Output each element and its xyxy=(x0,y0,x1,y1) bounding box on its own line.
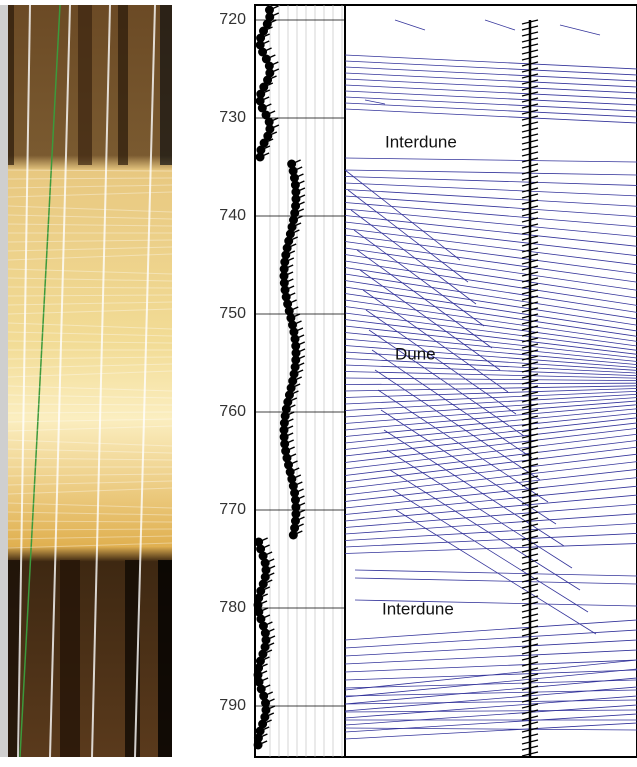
depth-label: 730 xyxy=(219,109,246,126)
image-band xyxy=(78,5,92,165)
image-band xyxy=(8,5,14,165)
depth-label: 750 xyxy=(219,305,246,322)
image-band xyxy=(158,560,172,757)
depth-label: 780 xyxy=(219,599,246,616)
image-band xyxy=(160,5,172,165)
depth-track xyxy=(254,5,345,757)
borehole-image xyxy=(0,5,172,757)
depth-label: 720 xyxy=(219,11,246,28)
dip-panel xyxy=(345,5,637,757)
zone-label: Interdune xyxy=(382,599,454,618)
image-band xyxy=(60,560,80,757)
depth-label: 790 xyxy=(219,697,246,714)
zone-label: Interdune xyxy=(385,132,457,151)
image-margin xyxy=(0,5,8,757)
image-band xyxy=(118,5,128,165)
depth-label: 740 xyxy=(219,207,246,224)
well-log: 720 730 740 750 760 770 780 790 Interdune Dune Int… xyxy=(0,0,637,762)
zone-label: Dune xyxy=(395,344,436,363)
depth-label: 760 xyxy=(219,403,246,420)
depth-label: 770 xyxy=(219,501,246,518)
